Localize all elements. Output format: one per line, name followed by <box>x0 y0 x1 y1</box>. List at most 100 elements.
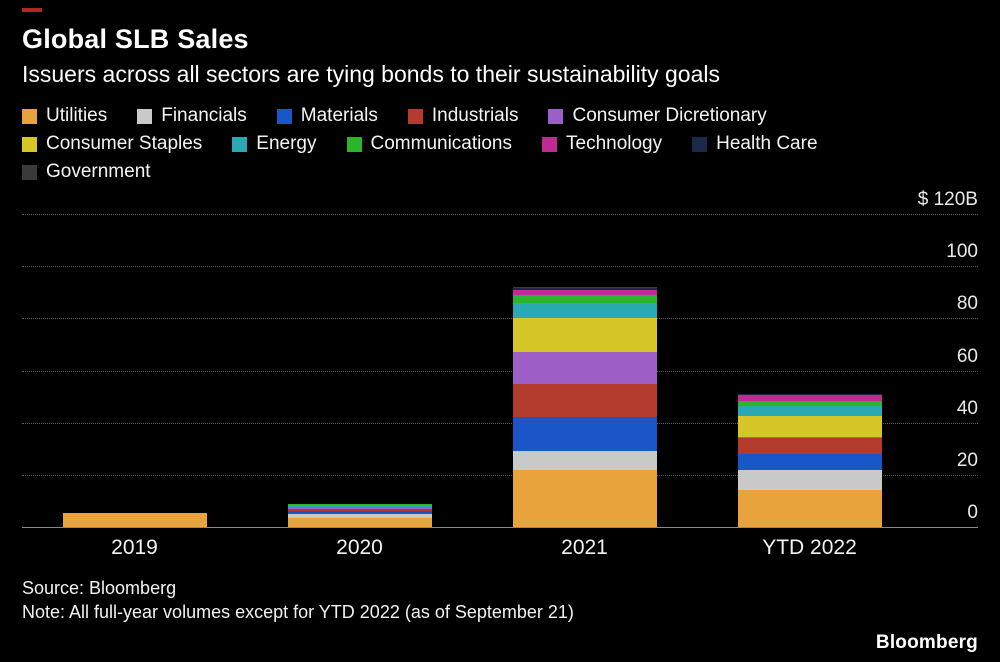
legend-item: Health Care <box>692 133 818 155</box>
bar-segment <box>737 395 882 401</box>
legend-swatch <box>22 108 37 124</box>
note-text: Note: All full-year volumes except for Y… <box>22 602 574 622</box>
bar-segment <box>512 451 657 470</box>
bar-segment <box>737 453 882 470</box>
footer: Source: Bloomberg Note: All full-year vo… <box>22 576 978 624</box>
bar-segment <box>512 294 657 303</box>
bar-segment <box>512 417 657 452</box>
legend-swatch <box>542 136 557 152</box>
gridline <box>22 422 978 424</box>
bar-segment <box>737 405 882 417</box>
source-text: Source: Bloomberg <box>22 578 177 598</box>
legend-swatch <box>22 136 37 152</box>
legend-row: Consumer Staples Energy Communications Tech… <box>22 130 978 158</box>
bar-segment <box>287 507 432 509</box>
bar-segment <box>287 508 432 512</box>
bar-slot <box>472 196 697 527</box>
stacked-bar-2021 <box>512 287 657 527</box>
plot-area: $ 120B 100 80 60 40 20 0 <box>22 189 978 528</box>
legend-label: Energy <box>256 133 317 154</box>
legend-label: Materials <box>300 105 378 126</box>
legend-swatch <box>346 136 362 152</box>
bar-segment <box>737 394 882 396</box>
gridline <box>22 474 978 476</box>
y-tick-label: 0 <box>967 502 978 523</box>
y-tick-label: 40 <box>956 397 978 419</box>
y-tick-label: 20 <box>956 449 978 471</box>
bar-segment <box>512 469 657 527</box>
bar-segment <box>287 511 432 514</box>
legend-item: Communications <box>346 133 513 155</box>
legend-swatch <box>137 108 153 124</box>
bar-segment <box>737 437 882 439</box>
x-axis-label: 2021 <box>561 536 608 559</box>
legend-row: Utilities Financials Materials Industrials C… <box>22 102 978 130</box>
bar-slot <box>247 196 472 527</box>
bar-segment <box>287 503 432 505</box>
legend-item: Consumer Dicretionary <box>548 105 767 127</box>
legend-label: Consumer Dicretionary <box>572 105 767 126</box>
bloomberg-logo: Bloomberg <box>875 632 978 653</box>
x-axis-label: YTD 2022 <box>762 536 857 559</box>
y-tick-label: $ 120B <box>917 189 978 210</box>
stacked-bar-2019 <box>62 512 207 527</box>
bar-slot <box>697 196 922 527</box>
legend-swatch <box>22 164 37 180</box>
bar-segment <box>737 469 882 491</box>
bar-segment <box>512 383 657 418</box>
gridline <box>22 370 978 372</box>
legend-item: Utilities <box>22 105 107 127</box>
legend-item: Energy <box>232 133 317 155</box>
legend-item: Industrials <box>407 105 519 127</box>
bar-segment <box>512 289 657 295</box>
gridline <box>22 266 978 268</box>
legend-swatch <box>692 136 708 152</box>
x-axis-label: 2020 <box>336 536 383 559</box>
legend-item: Government <box>22 161 151 183</box>
bar-segment <box>287 504 432 508</box>
legend-swatch <box>548 108 564 124</box>
legend: Utilities Financials Materials Industrials C… <box>22 102 978 186</box>
y-tick-label: 60 <box>956 345 978 367</box>
legend-swatch <box>232 136 248 152</box>
legend-row: Government <box>22 158 978 186</box>
x-axis-labels: 2019 2020 2021 YTD 2022 <box>22 536 922 560</box>
bar-segment <box>737 490 882 527</box>
bar-segment <box>512 287 657 289</box>
bar-segment <box>512 302 657 319</box>
y-tick-label: 80 <box>956 293 978 315</box>
bar-segment <box>287 513 432 518</box>
bars-layer <box>22 196 922 527</box>
bar-segment <box>512 318 657 353</box>
x-axis-line <box>22 527 978 528</box>
bar-slot <box>22 196 247 527</box>
legend-item: Consumer Staples <box>22 133 202 155</box>
legend-swatch <box>276 108 292 124</box>
bar-segment <box>737 438 882 454</box>
brand-accent-tick <box>22 8 42 12</box>
legend-label: Utilities <box>46 105 108 126</box>
legend-label: Government <box>46 161 151 182</box>
legend-label: Health Care <box>716 133 818 154</box>
stacked-bar-2020 <box>287 503 432 527</box>
legend-item: Materials <box>276 105 378 127</box>
stacked-bar-YTD 2022 <box>737 394 882 527</box>
bar-segment <box>512 352 657 384</box>
legend-label: Communications <box>370 133 513 154</box>
legend-label: Industrials <box>431 105 519 126</box>
gridline <box>22 318 978 320</box>
chart-subtitle: Issuers across all sectors are tying bon… <box>22 61 720 87</box>
legend-label: Consumer Staples <box>46 133 203 154</box>
legend-item: Technology <box>542 133 662 155</box>
legend-label: Technology <box>566 133 663 154</box>
chart-title: Global SLB Sales <box>22 24 249 54</box>
bar-segment <box>62 512 207 527</box>
gridline <box>22 214 978 215</box>
x-axis-label: 2019 <box>111 536 158 559</box>
bar-segment <box>737 400 882 406</box>
legend-label: Financials <box>161 105 247 126</box>
bar-segment <box>512 288 657 290</box>
bar-segment <box>287 517 432 527</box>
legend-swatch <box>407 108 423 124</box>
